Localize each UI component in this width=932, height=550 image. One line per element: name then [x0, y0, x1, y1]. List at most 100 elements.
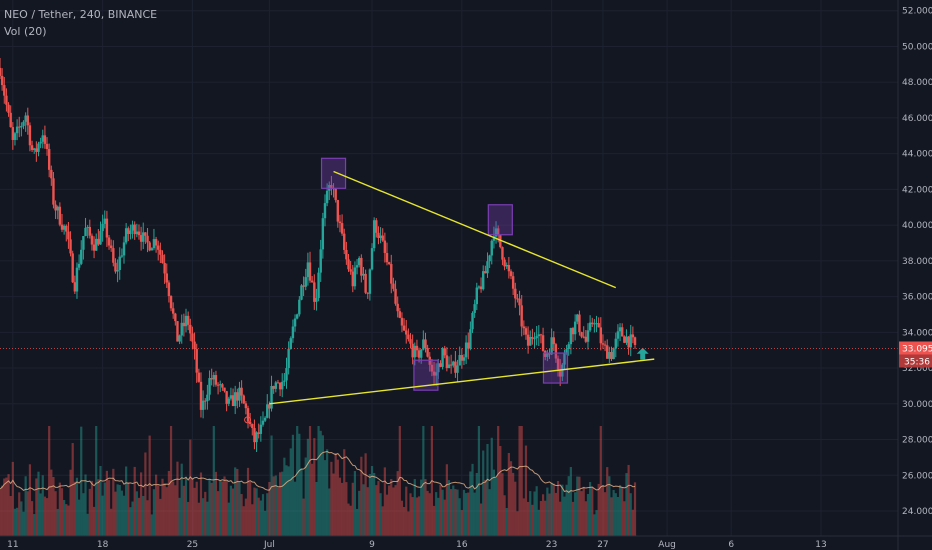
candle-body [11, 127, 15, 140]
candle-body [471, 312, 474, 330]
candle [54, 200, 57, 219]
volume-bar [507, 452, 510, 536]
volume-bar [63, 499, 66, 536]
candle-body [278, 382, 282, 390]
candle-body [287, 349, 290, 369]
candle-body [345, 249, 348, 260]
candle [434, 363, 438, 387]
volume-bar [122, 495, 126, 536]
volume-bar [569, 467, 572, 536]
candle [169, 295, 173, 312]
candle-body [300, 285, 303, 300]
candle [274, 380, 278, 393]
volume-bar [473, 492, 476, 536]
volume-bar [559, 501, 562, 536]
price-tick-label: 36.000 [902, 293, 932, 303]
candle [229, 387, 233, 401]
candle [353, 261, 357, 290]
candle [402, 318, 406, 331]
candle-body [212, 375, 216, 380]
candle-body [131, 224, 134, 231]
candle-body [383, 240, 387, 253]
candle-body [221, 384, 224, 388]
volume-bar [180, 463, 183, 536]
candle-body [5, 95, 8, 105]
candle [355, 259, 359, 275]
candle-body [415, 345, 419, 351]
candle-body [22, 121, 25, 126]
candle-body [599, 327, 603, 344]
candle [317, 267, 320, 302]
volume-bar [340, 482, 344, 536]
candle-body [546, 353, 549, 357]
candle-body [608, 351, 611, 359]
candle-body [358, 257, 361, 266]
volume-indicator-label[interactable]: Vol (20) [4, 25, 47, 38]
candle-body [475, 287, 478, 305]
volume-bar [413, 479, 416, 536]
volume-bar [323, 460, 327, 536]
candle [266, 394, 269, 419]
candle-body [612, 348, 615, 360]
volume-bar [16, 507, 19, 536]
candle [208, 370, 211, 401]
candle [445, 347, 449, 372]
candle [405, 319, 408, 344]
candle-body [184, 315, 188, 327]
volume-bar [148, 435, 151, 536]
volume-bar [144, 452, 147, 536]
candle [58, 202, 62, 227]
volume-bar [69, 469, 72, 536]
candle-body [366, 292, 369, 294]
candle [109, 239, 113, 252]
candle-body [146, 235, 149, 243]
volume-bar [99, 466, 102, 536]
volume-bar [50, 469, 53, 536]
candle-body [580, 332, 583, 337]
volume-bar [326, 449, 329, 536]
candle [167, 280, 171, 303]
candle-body [503, 259, 506, 267]
volume-bar [396, 471, 399, 536]
candle-body [206, 394, 209, 402]
candle-body [295, 314, 299, 319]
symbol-title[interactable]: NEO / Tether, 240, BINANCE [4, 8, 158, 21]
candle [426, 344, 429, 358]
candle-body [33, 148, 36, 150]
candle [556, 355, 560, 377]
candle [199, 372, 203, 418]
candle-body [7, 104, 10, 113]
candle-body [35, 148, 38, 152]
candle-body [420, 349, 423, 358]
candle-body [298, 299, 301, 315]
candle [201, 390, 205, 419]
candle-body [69, 239, 72, 254]
candle [263, 416, 267, 423]
candle-body [595, 323, 598, 325]
volume-bar [618, 485, 622, 536]
volume-bar [368, 474, 371, 536]
candle [293, 314, 297, 332]
candle-body [349, 269, 352, 272]
candle [197, 368, 201, 383]
candle [377, 226, 380, 245]
candle [62, 224, 66, 235]
candle [261, 411, 265, 427]
candle-body [601, 343, 605, 345]
candle-body [340, 223, 344, 234]
candle [358, 256, 361, 268]
candle [334, 188, 337, 203]
volume-bar [362, 484, 365, 536]
candle [118, 247, 121, 280]
candle [255, 431, 258, 452]
volume-bar [360, 456, 363, 536]
candle-body [509, 271, 513, 277]
candle [462, 354, 466, 366]
candle [165, 263, 168, 288]
candle-body [15, 126, 19, 134]
candle [210, 368, 213, 386]
candle [221, 382, 224, 391]
volume-bar [154, 474, 158, 536]
volume-bar [172, 481, 175, 536]
